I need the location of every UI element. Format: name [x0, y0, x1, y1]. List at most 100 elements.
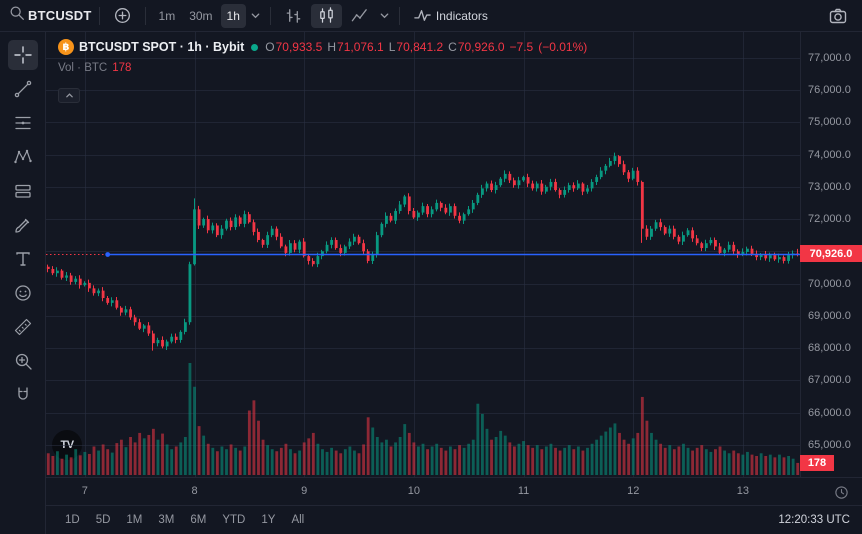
range-1d-button[interactable]: 1D: [58, 511, 87, 529]
crosshair-icon: [13, 46, 32, 64]
zoom-in-tool-button[interactable]: [8, 346, 38, 376]
interval-1m[interactable]: 1m: [153, 4, 182, 28]
intervals-chevron-down-icon[interactable]: [248, 4, 263, 28]
chart-style-bars-button[interactable]: [278, 4, 309, 28]
indicators-label: Indicators: [435, 8, 488, 23]
price-chart-canvas[interactable]: [46, 32, 800, 477]
price-tick-label: 70,000.0: [808, 277, 851, 290]
clock-utc[interactable]: 12:20:33 UTC: [778, 514, 850, 526]
last-volume-badge: 178: [800, 454, 834, 471]
price-change-percent: (−0.01%): [538, 40, 588, 54]
ohlc-open: O 70,933.5: [265, 40, 323, 54]
range-1y-button[interactable]: 1Y: [254, 511, 282, 529]
range-3m-button[interactable]: 3M: [151, 511, 181, 529]
price-tick-label: 68,000.0: [808, 342, 851, 354]
text-icon: [15, 252, 30, 266]
time-tick-label: 13: [736, 485, 749, 497]
emoji-icon: [14, 285, 31, 301]
compare-add-symbol-button[interactable]: [107, 4, 138, 28]
ohlc-close: C 70,926.0: [448, 40, 505, 54]
last-price-badge: 70,926.0: [800, 245, 862, 263]
top-toolbar: BTCUSDT 1m 30m 1h Indicators: [0, 0, 862, 32]
chart-area: TV ฿ BTCUSDT SPOT · 1h · Bybit O70,933.5…: [46, 32, 862, 505]
legend-collapse-button[interactable]: [58, 88, 80, 103]
fib-retracement-tool-button[interactable]: [8, 108, 38, 138]
price-tick-label: 76,000.0: [808, 84, 851, 97]
price-tick-label: 74,000.0: [808, 148, 851, 161]
time-tick-label: 10: [407, 485, 420, 497]
time-tick-label: 8: [191, 485, 198, 497]
price-tick-label: 67,000.0: [808, 374, 851, 387]
symbol-search-input[interactable]: BTCUSDT: [28, 8, 92, 23]
main-area: TV ฿ BTCUSDT SPOT · 1h · Bybit O70,933.5…: [0, 32, 862, 534]
interval-1h[interactable]: 1h: [220, 3, 246, 28]
chevron-up-icon: [65, 93, 73, 98]
emoji-tool-button[interactable]: [8, 278, 38, 308]
fib-retracement-icon: [14, 116, 31, 130]
price-tick-label: 65,000.0: [808, 438, 851, 451]
magnet-icon: [17, 387, 28, 400]
zoom-in-icon: [15, 353, 32, 370]
interval-group: 1m 30m 1h: [153, 3, 246, 28]
price-tick-label: 69,000.0: [808, 309, 851, 322]
price-tick-label: 72,000.0: [808, 213, 851, 226]
bitcoin-icon: ฿: [58, 39, 74, 55]
search-icon: [8, 4, 26, 27]
price-tick-label: 73,000.0: [808, 180, 851, 193]
price-tick-label: 75,000.0: [808, 116, 851, 129]
legend-symbol-title[interactable]: BTCUSDT SPOT · 1h · Bybit: [79, 40, 245, 54]
text-tool-button[interactable]: [8, 244, 38, 274]
time-tick-label: 11: [517, 485, 530, 497]
timezone-clock-icon[interactable]: [832, 483, 850, 501]
xabcd-pattern-tool-button[interactable]: [8, 142, 38, 172]
chart-style-area-button[interactable]: [344, 4, 375, 28]
price-tick-label: 77,000.0: [808, 51, 851, 64]
symbol-search-group[interactable]: BTCUSDT: [8, 4, 92, 27]
range-5d-button[interactable]: 5D: [89, 511, 118, 529]
range-ytd-button[interactable]: YTD: [215, 511, 252, 529]
time-tick-label: 12: [627, 485, 640, 497]
time-tick-label: 9: [301, 485, 308, 497]
long-position-icon: [14, 184, 31, 198]
magnet-tool-button[interactable]: [8, 380, 38, 410]
toolbar-separator: [269, 6, 271, 25]
trend-line-icon: [14, 80, 31, 98]
price-change: −7.5: [509, 40, 534, 54]
chart-style-chevron-down-icon[interactable]: [377, 4, 392, 28]
chart-style-candles-button[interactable]: [310, 3, 342, 28]
interval-30m[interactable]: 30m: [183, 4, 218, 28]
toolbar-separator: [98, 6, 100, 25]
toolbar-separator: [398, 6, 400, 25]
volume-label: Vol · BTC: [58, 62, 108, 74]
time-tick-label: 7: [81, 485, 88, 497]
bottom-toolbar: 1D 5D 1M 3M 6M YTD 1Y All 12:20:33 UTC: [46, 505, 862, 534]
market-status-dot[interactable]: [251, 43, 259, 51]
indicators-button[interactable]: Indicators: [407, 4, 494, 28]
brush-tool-button[interactable]: [8, 210, 38, 240]
drawing-toolbar: [0, 32, 46, 534]
chart-column: TV ฿ BTCUSDT SPOT · 1h · Bybit O70,933.5…: [46, 32, 862, 534]
xabcd-pattern-icon: [13, 149, 32, 164]
range-6m-button[interactable]: 6M: [183, 511, 213, 529]
range-all-button[interactable]: All: [284, 511, 311, 529]
price-tick-label: 66,000.0: [808, 406, 851, 419]
ohlc-low: L 70,841.2: [388, 40, 444, 54]
ruler-icon: [14, 318, 31, 336]
ohlc-high: H 71,076.1: [327, 40, 384, 54]
toolbar-separator: [144, 6, 146, 25]
trend-line-tool-button[interactable]: [8, 74, 38, 104]
date-range-group: 1D 5D 1M 3M 6M YTD 1Y All: [58, 511, 311, 529]
time-axis[interactable]: 7 8 9 10 11 12 13: [46, 477, 862, 505]
ruler-tool-button[interactable]: [8, 312, 38, 342]
brush-icon: [14, 218, 29, 233]
snapshot-camera-button[interactable]: [822, 4, 854, 28]
crosshair-tool-button[interactable]: [7, 40, 38, 70]
legend-row-volume: Vol · BTC 178: [58, 62, 587, 74]
long-position-tool-button[interactable]: [8, 176, 38, 206]
range-1m-button[interactable]: 1M: [119, 511, 149, 529]
volume-value: 178: [112, 62, 132, 74]
indicators-icon: [413, 6, 432, 25]
